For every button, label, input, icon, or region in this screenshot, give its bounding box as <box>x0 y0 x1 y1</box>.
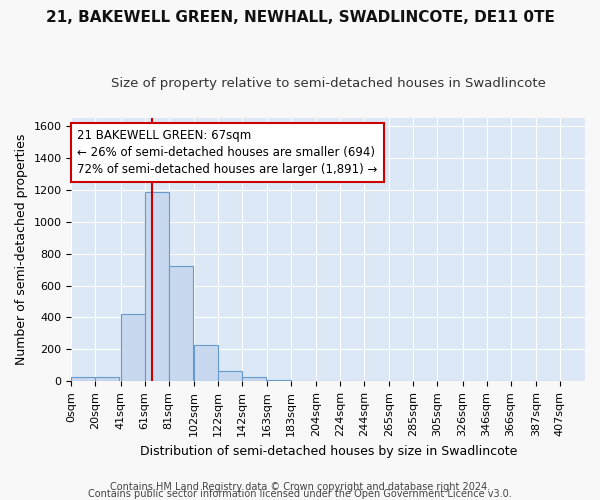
Bar <box>267 380 291 382</box>
Text: Contains public sector information licensed under the Open Government Licence v3: Contains public sector information licen… <box>88 489 512 499</box>
Title: Size of property relative to semi-detached houses in Swadlincote: Size of property relative to semi-detach… <box>111 78 545 90</box>
Text: 21, BAKEWELL GREEN, NEWHALL, SWADLINCOTE, DE11 0TE: 21, BAKEWELL GREEN, NEWHALL, SWADLINCOTE… <box>46 10 554 25</box>
Bar <box>145 192 169 382</box>
Bar <box>169 266 193 382</box>
X-axis label: Distribution of semi-detached houses by size in Swadlincote: Distribution of semi-detached houses by … <box>140 444 517 458</box>
Text: Contains HM Land Registry data © Crown copyright and database right 2024.: Contains HM Land Registry data © Crown c… <box>110 482 490 492</box>
Bar <box>71 378 95 382</box>
Bar <box>242 378 266 382</box>
Y-axis label: Number of semi-detached properties: Number of semi-detached properties <box>15 134 28 366</box>
Bar <box>218 371 242 382</box>
Bar <box>95 378 119 382</box>
Bar <box>194 344 218 382</box>
Text: 21 BAKEWELL GREEN: 67sqm
← 26% of semi-detached houses are smaller (694)
72% of : 21 BAKEWELL GREEN: 67sqm ← 26% of semi-d… <box>77 129 378 176</box>
Bar <box>121 314 145 382</box>
